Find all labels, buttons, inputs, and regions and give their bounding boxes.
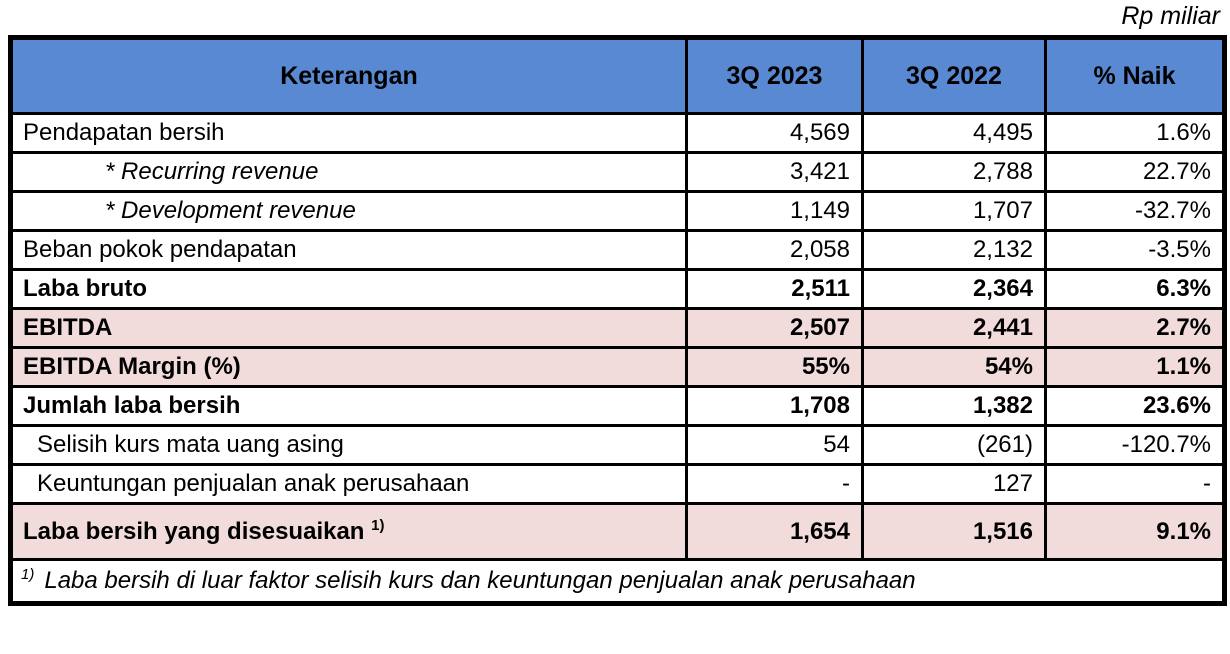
row-label: Selisih kurs mata uang asing [9, 424, 688, 466]
table-row: Jumlah laba bersih 1,708 1,382 23.6% [9, 385, 1226, 427]
value-pct-naik: -120.7% [1044, 424, 1226, 466]
footnote: 1) Laba bersih di luar faktor selisih kur… [9, 558, 1226, 605]
table-row: Laba bersih yang disesuaikan 1) 1,654 1,51… [9, 502, 1226, 561]
value-pct-naik: 9.1% [1044, 502, 1226, 561]
value-3q2023: 2,507 [685, 307, 864, 349]
value-3q2023: 3,421 [685, 151, 864, 193]
row-label: Beban pokok pendapatan [9, 229, 688, 271]
value-3q2023: 1,149 [685, 190, 864, 232]
row-label: EBITDA [9, 307, 688, 349]
value-3q2022: 2,788 [861, 151, 1047, 193]
row-label-text: Pendapatan bersih [23, 119, 225, 146]
table-row: EBITDA Margin (%) 55% 54% 1.1% [9, 346, 1226, 388]
table-row: Laba bruto 2,511 2,364 6.3% [9, 268, 1226, 310]
row-label-text: * Recurring revenue [105, 158, 319, 185]
row-label-text: * Development revenue [105, 197, 356, 224]
value-pct-naik: 22.7% [1044, 151, 1226, 193]
value-3q2023: 2,511 [685, 268, 864, 310]
value-pct-naik: -32.7% [1044, 190, 1226, 232]
value-pct-naik: 6.3% [1044, 268, 1226, 310]
value-pct-naik: - [1044, 463, 1226, 505]
row-label-text: Keuntungan penjualan anak perusahaan [37, 470, 470, 497]
value-pct-naik: 1.6% [1044, 112, 1226, 154]
value-3q2022: 2,132 [861, 229, 1047, 271]
row-label-text: EBITDA Margin (%) [23, 353, 241, 380]
value-3q2022: 54% [861, 346, 1047, 388]
value-3q2023: 1,708 [685, 385, 864, 427]
row-label: Laba bersih yang disesuaikan 1) [9, 502, 688, 561]
row-label: EBITDA Margin (%) [9, 346, 688, 388]
value-pct-naik: 1.1% [1044, 346, 1226, 388]
row-label-superscript: 1) [371, 516, 385, 534]
table-row: Beban pokok pendapatan 2,058 2,132 -3.5% [9, 229, 1226, 271]
table-row: Pendapatan bersih 4,569 4,495 1.6% [9, 112, 1226, 154]
footnote-text: Laba bersih di luar faktor selisih kurs … [44, 567, 916, 594]
table-row: Keuntungan penjualan anak perusahaan -127… [9, 463, 1226, 505]
value-3q2023: - [685, 463, 864, 505]
row-label: Pendapatan bersih [9, 112, 688, 154]
row-label-text: Selisih kurs mata uang asing [37, 431, 344, 458]
column-header-3q2023: 3Q 2023 [685, 36, 864, 115]
value-3q2022: 127 [861, 463, 1047, 505]
value-pct-naik: 23.6% [1044, 385, 1226, 427]
footnote-row: 1) Laba bersih di luar faktor selisih kur… [9, 558, 1226, 605]
unit-label: Rp miliar [1121, 2, 1220, 30]
value-3q2023: 2,058 [685, 229, 864, 271]
value-3q2022: 1,707 [861, 190, 1047, 232]
value-3q2022: 2,364 [861, 268, 1047, 310]
value-3q2022: 1,516 [861, 502, 1047, 561]
column-header-keterangan: Keterangan [9, 36, 688, 115]
column-header-pct-naik: % Naik [1044, 36, 1226, 115]
row-label-text: Laba bersih yang disesuaikan [23, 517, 365, 545]
value-3q2023: 1,654 [685, 502, 864, 561]
column-header-3q2022: 3Q 2022 [861, 36, 1047, 115]
table-body: Pendapatan bersih 4,569 4,495 1.6% * Recurri… [9, 112, 1226, 561]
value-3q2022: (261) [861, 424, 1047, 466]
value-3q2023: 4,569 [685, 112, 864, 154]
footnote-marker: 1) [21, 566, 35, 583]
row-label-text: Jumlah laba bersih [23, 392, 241, 419]
table-row: Selisih kurs mata uang asing 54 (261) -120.… [9, 424, 1226, 466]
table-row: * Development revenue 1,149 1,707 -32.7% [9, 190, 1226, 232]
value-3q2022: 4,495 [861, 112, 1047, 154]
value-pct-naik: -3.5% [1044, 229, 1226, 271]
table-row: EBITDA 2,507 2,441 2.7% [9, 307, 1226, 349]
row-label-text: Beban pokok pendapatan [23, 236, 297, 263]
row-label: Keuntungan penjualan anak perusahaan [9, 463, 688, 505]
financial-table: Keterangan 3Q 2023 3Q 2022 % Naik Pendap… [8, 35, 1227, 606]
row-label: * Recurring revenue [9, 151, 688, 193]
value-3q2022: 1,382 [861, 385, 1047, 427]
table-row: * Recurring revenue 3,421 2,788 22.7% [9, 151, 1226, 193]
row-label-text: EBITDA [23, 314, 113, 341]
value-pct-naik: 2.7% [1044, 307, 1226, 349]
row-label-text: Laba bruto [23, 275, 147, 302]
value-3q2022: 2,441 [861, 307, 1047, 349]
value-3q2023: 55% [685, 346, 864, 388]
header-row: Keterangan 3Q 2023 3Q 2022 % Naik [9, 36, 1226, 115]
value-3q2023: 54 [685, 424, 864, 466]
row-label: Jumlah laba bersih [9, 385, 688, 427]
row-label: Laba bruto [9, 268, 688, 310]
row-label: * Development revenue [9, 190, 688, 232]
